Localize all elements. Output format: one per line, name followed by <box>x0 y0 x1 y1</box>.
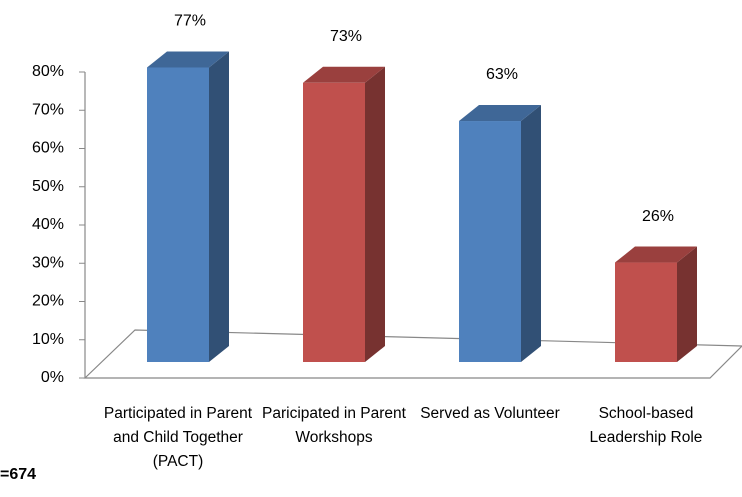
bar <box>303 82 365 363</box>
bar <box>615 262 677 362</box>
bar-top <box>615 246 697 263</box>
y-tick-label: 60% <box>32 140 64 157</box>
y-tick-label: 0% <box>41 369 64 386</box>
value-label: 63% <box>486 66 518 83</box>
bar-side <box>677 246 697 362</box>
y-tick-label: 70% <box>32 101 64 118</box>
bar-top <box>459 105 541 122</box>
annotation: =674 <box>0 466 37 483</box>
y-tick-label: 20% <box>32 293 64 310</box>
floor <box>83 329 742 379</box>
value-label: 77% <box>174 13 206 30</box>
bar-top <box>303 66 385 83</box>
bar <box>147 67 209 362</box>
bar-side <box>521 105 541 363</box>
bar <box>459 121 521 363</box>
bar-side <box>365 66 385 363</box>
x-tick-label: Paricipated in Parent Workshops <box>262 405 406 446</box>
y-tick-label: 30% <box>32 254 64 271</box>
value-label: 26% <box>642 208 674 225</box>
y-tick-label: 40% <box>32 216 64 233</box>
y-tick-label: 50% <box>32 178 64 195</box>
bar-side <box>209 51 229 362</box>
y-tick-label: 10% <box>32 331 64 348</box>
x-tick-label: Participated in Parent and Child Togethe… <box>103 405 253 470</box>
bar-top <box>147 51 229 68</box>
y-tick-label: 80% <box>32 63 64 80</box>
x-tick-label: Served as Volunteer <box>420 405 560 422</box>
value-label: 73% <box>330 28 362 45</box>
x-tick-label: School-based Leadership Role <box>589 405 703 446</box>
